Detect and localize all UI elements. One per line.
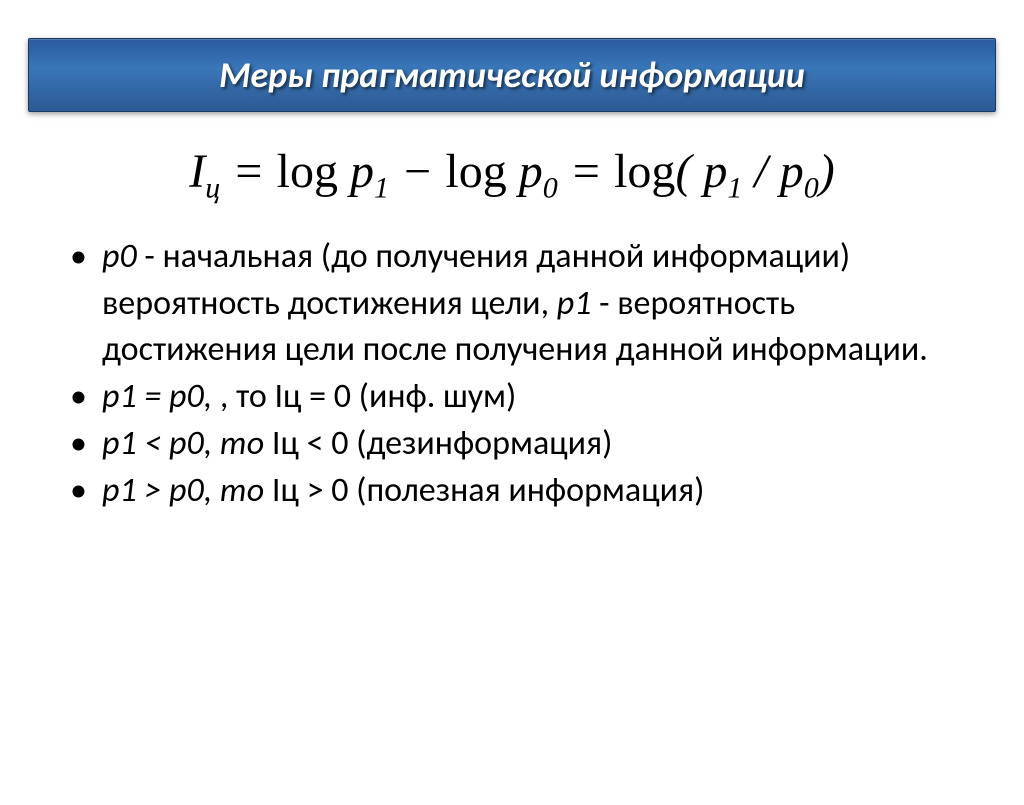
formula-sub0a: 0 bbox=[543, 172, 558, 205]
formula-eq2: = bbox=[558, 145, 614, 198]
list-item: p1 < p0, то Iц < 0 (дезинформация) bbox=[70, 421, 964, 468]
title-bar: Меры прагматической информации bbox=[28, 38, 996, 112]
list-item: p1 = p0, , то Iц = 0 (инф. шум) bbox=[70, 374, 964, 421]
bullet3-text: Iц < 0 (дезинформация) bbox=[264, 423, 612, 464]
formula-minus: − bbox=[389, 145, 445, 198]
list-item: p1 > p0, то Iц > 0 (полезная информация) bbox=[70, 468, 964, 515]
formula-lhs-sub: ц bbox=[205, 172, 220, 205]
formula-slash: / bbox=[742, 145, 779, 198]
formula-eq1: = bbox=[220, 145, 276, 198]
formula-log3: log bbox=[614, 145, 675, 198]
formula-p0b: p bbox=[780, 145, 804, 198]
formula-p1a: p bbox=[350, 145, 374, 198]
formula-p0a: p bbox=[519, 145, 543, 198]
bullet1-p0: p0 bbox=[102, 236, 137, 277]
main-formula: Iц = log p1 − log p0 = log( p1 / p0) bbox=[60, 144, 964, 206]
formula-log2: log bbox=[445, 145, 506, 198]
formula-lhs-var: I bbox=[189, 145, 205, 198]
bullet4-cond: p1 > p0, то bbox=[102, 470, 264, 511]
formula-rparen: ) bbox=[819, 145, 835, 198]
formula-sub0b: 0 bbox=[804, 172, 819, 205]
slide-container: Меры прагматической информации Iц = log … bbox=[0, 38, 1024, 805]
slide-title: Меры прагматической информации bbox=[219, 53, 805, 97]
formula-sub1b: 1 bbox=[727, 172, 742, 205]
bullet1-p1: p1 bbox=[557, 283, 592, 324]
bullet-list: p0 - начальная (до получения данной инфо… bbox=[70, 234, 964, 515]
formula-log1: log bbox=[277, 145, 338, 198]
formula-lparen: ( bbox=[675, 145, 691, 198]
bullet3-cond: p1 < p0, то bbox=[102, 423, 264, 464]
bullet2-cond: p1 = p0, bbox=[102, 376, 212, 417]
bullet2-text: , то Iц = 0 (инф. шум) bbox=[212, 376, 516, 417]
list-item: p0 - начальная (до получения данной инфо… bbox=[70, 234, 964, 375]
formula-sub1a: 1 bbox=[374, 172, 389, 205]
bullet4-text: Iц > 0 (полезная информация) bbox=[264, 470, 704, 511]
formula-p1b: p bbox=[703, 145, 727, 198]
